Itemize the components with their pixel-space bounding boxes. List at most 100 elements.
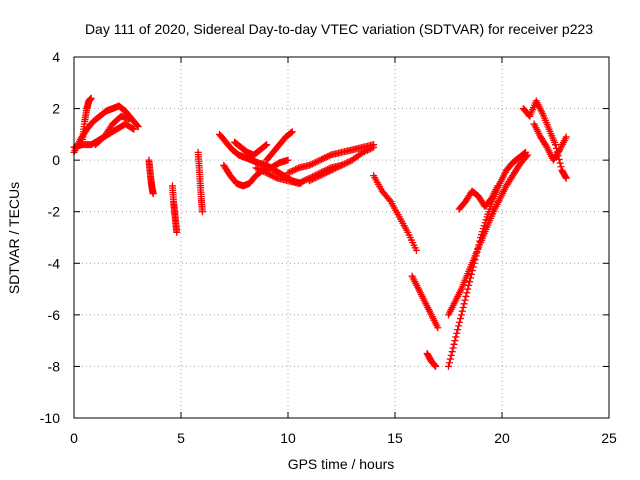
y-tick-label: -2 — [48, 204, 61, 220]
y-tick-label: -4 — [48, 255, 61, 271]
y-tick-label: 2 — [52, 101, 60, 117]
data-point-fill — [322, 169, 330, 177]
data-point — [316, 172, 324, 180]
data-point-fill — [293, 165, 301, 173]
data-point — [284, 156, 292, 164]
data-point — [524, 151, 532, 159]
data-point — [295, 179, 303, 187]
data-point-fill — [456, 315, 464, 323]
data-points — [70, 94, 570, 370]
data-point — [451, 337, 459, 345]
data-point-fill — [462, 292, 470, 300]
data-point-fill — [331, 164, 339, 172]
data-point — [445, 362, 452, 370]
data-point — [464, 285, 472, 293]
data-point-fill — [319, 155, 327, 163]
data-point-fill — [557, 163, 565, 171]
data-point-fill — [330, 165, 338, 173]
data-point — [412, 246, 420, 254]
data-point-fill — [445, 359, 453, 367]
data-point-fill — [448, 348, 456, 356]
data-point-fill — [325, 167, 333, 175]
data-point-fill — [287, 129, 295, 137]
data-point-fill — [308, 160, 316, 168]
data-point-fill — [447, 351, 455, 359]
data-point-fill — [269, 172, 277, 180]
data-point-fill — [307, 176, 315, 184]
data-point-fill — [319, 170, 327, 178]
data-point-fill — [365, 145, 373, 153]
data-point-fill — [363, 146, 371, 154]
y-axis-label: SDTVAR / TECUs — [6, 182, 22, 294]
data-point-fill — [461, 296, 469, 304]
data-point-fill — [449, 344, 457, 352]
data-point-fill — [133, 122, 141, 130]
data-point-fill — [290, 166, 298, 174]
data-point-fill — [312, 174, 320, 182]
y-tick-label: -8 — [48, 358, 61, 374]
data-point — [173, 228, 181, 236]
data-point-fill — [266, 171, 274, 179]
x-tick-label: 15 — [387, 430, 403, 446]
data-point — [338, 161, 345, 169]
data-point-fill — [286, 168, 294, 176]
chart-title: Day 111 of 2020, Sidereal Day-to-day VTE… — [85, 21, 593, 37]
data-point — [316, 156, 324, 164]
data-point-fill — [341, 160, 349, 168]
axes: 0 5 10 15 20 25 -10 -8 -6 -4 -2 0 2 4 — [40, 49, 617, 446]
data-point — [198, 208, 206, 216]
data-point-fill — [310, 175, 318, 183]
x-tick-label: 25 — [601, 430, 617, 446]
data-point-fill — [446, 355, 454, 363]
data-point-fill — [253, 165, 261, 173]
data-point-fill — [262, 141, 270, 149]
data-point-fill — [367, 145, 375, 153]
data-point — [562, 174, 570, 182]
y-tick-label: -10 — [40, 410, 60, 426]
data-point — [305, 177, 313, 185]
data-point-fill — [336, 162, 344, 170]
data-point — [263, 141, 271, 149]
data-point — [134, 123, 142, 131]
data-point-fill — [260, 168, 268, 176]
data-point — [126, 115, 134, 123]
plot-frame — [73, 56, 610, 419]
x-axis-label: GPS time / hours — [288, 456, 395, 472]
data-point-fill — [522, 152, 530, 160]
data-point-fill — [450, 340, 458, 348]
data-point-fill — [322, 153, 330, 161]
data-point-fill — [328, 166, 336, 174]
data-point-fill — [261, 168, 269, 176]
data-point-fill — [255, 165, 263, 173]
data-point-fill — [456, 318, 464, 326]
data-point-fill — [308, 175, 316, 183]
data-point-fill — [256, 166, 264, 174]
data-point — [434, 324, 442, 332]
data-point-fill — [465, 281, 473, 289]
data-point-fill — [463, 289, 471, 297]
data-point-fill — [556, 159, 564, 167]
data-point-fill — [318, 171, 326, 179]
data-point — [370, 143, 378, 151]
data-point-fill — [318, 155, 326, 163]
data-point-fill — [321, 169, 329, 177]
data-point-fill — [455, 322, 463, 330]
data-point — [552, 141, 559, 149]
data-point-fill — [313, 158, 321, 166]
data-point — [305, 161, 313, 169]
grid — [74, 57, 609, 418]
data-point-fill — [258, 167, 266, 175]
data-point-fill — [298, 178, 306, 186]
data-point — [284, 169, 292, 177]
data-point-fill — [342, 159, 350, 167]
data-point-fill — [466, 278, 474, 286]
data-point-fill — [292, 165, 300, 173]
data-point-fill — [264, 170, 272, 178]
data-point — [288, 128, 296, 136]
data-point-fill — [452, 333, 460, 341]
data-point-fill — [324, 152, 332, 160]
data-point-fill — [460, 300, 468, 308]
data-point-fill — [313, 173, 321, 181]
x-tick-label: 0 — [70, 430, 78, 446]
